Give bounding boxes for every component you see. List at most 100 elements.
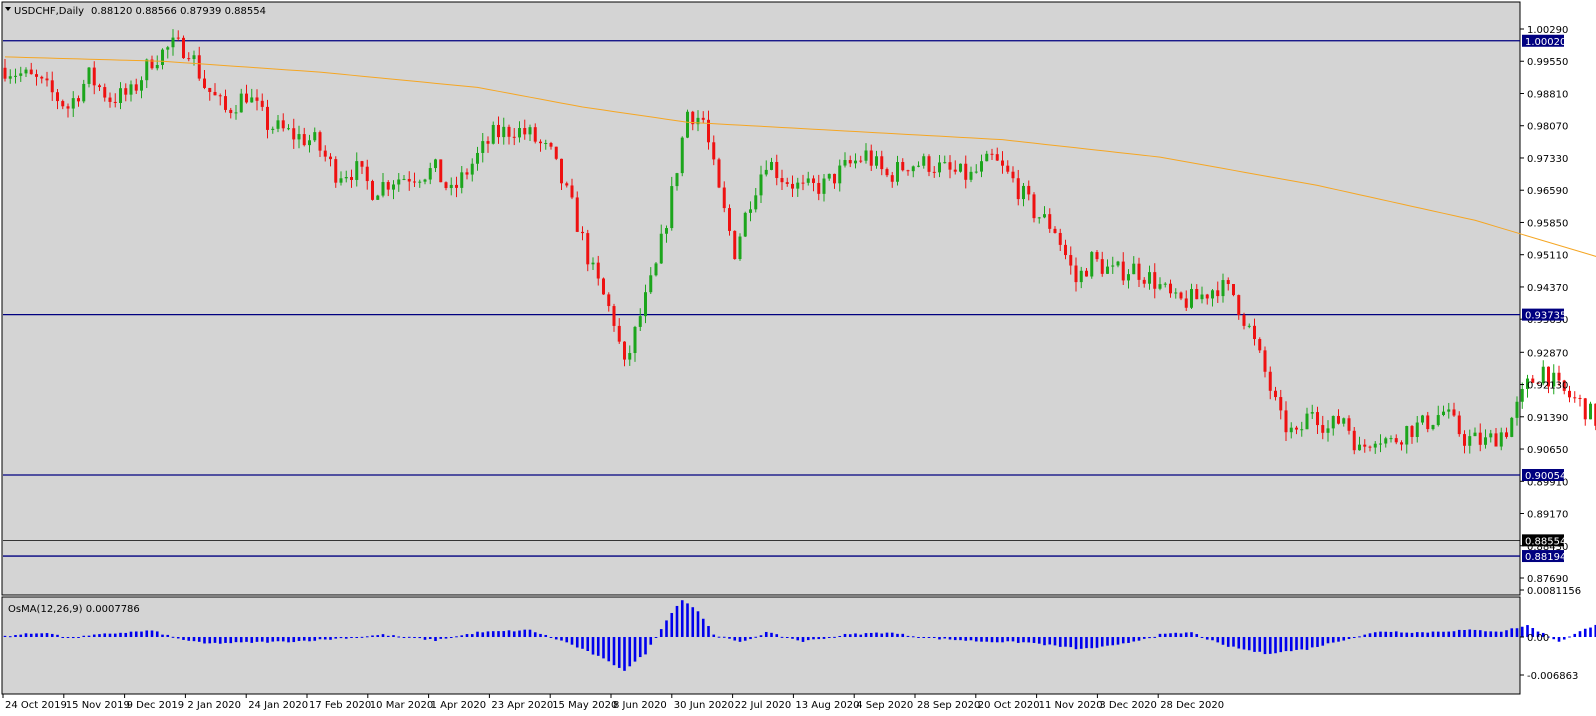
candle-body	[544, 143, 548, 145]
osma-bar	[1421, 632, 1424, 637]
osma-bar	[339, 637, 343, 639]
osma-tick-label: 0.0081156	[1527, 586, 1581, 597]
osma-bar	[1484, 631, 1487, 637]
level-label-2-box	[1522, 468, 1564, 481]
candle-body	[617, 325, 621, 342]
osma-bar	[113, 633, 117, 637]
candle-body	[402, 178, 406, 180]
price-axis: 1.00290 0.99550 0.98810 0.98070 0.97330 0.965…	[1520, 25, 1568, 585]
osma-bar	[365, 636, 369, 638]
osma-bar	[124, 632, 128, 637]
candle-body	[245, 93, 248, 103]
osma-bar	[1027, 637, 1031, 643]
osma-bar	[759, 635, 763, 637]
osma-bar	[628, 637, 632, 667]
candle-body	[833, 173, 836, 184]
time-tick-label: 20 Oct 2020	[978, 700, 1040, 711]
candle-body	[1253, 325, 1256, 340]
osma-bar	[1594, 624, 1596, 637]
candle-body	[1342, 418, 1346, 424]
candle-body	[602, 278, 605, 295]
osma-bar	[701, 618, 705, 637]
candle-body	[1405, 426, 1409, 445]
candle-body	[1121, 261, 1125, 281]
candle-body	[1064, 244, 1067, 256]
osma-bar	[1195, 634, 1199, 637]
osma-bar	[1373, 632, 1377, 637]
osma-bar	[911, 636, 915, 638]
candle-body	[1505, 432, 1508, 437]
candle-body	[885, 169, 889, 176]
candle-body	[77, 98, 80, 102]
time-tick-label: 2 Jan 2020	[187, 700, 241, 711]
candle-body	[1274, 390, 1277, 398]
osma-bar	[302, 637, 306, 641]
candle-body	[623, 341, 626, 360]
osma-bar	[1001, 637, 1004, 643]
osma-bar	[1426, 632, 1430, 637]
time-tick-label: 3 Dec 2020	[1099, 700, 1157, 711]
candle-body	[1268, 371, 1272, 391]
osma-bar	[50, 633, 54, 637]
osma-bar	[1174, 632, 1178, 637]
time-tick-label: 8 Jun 2020	[613, 700, 667, 711]
osma-bar	[1415, 632, 1419, 637]
osma-bar	[1337, 637, 1340, 642]
candle-body	[19, 73, 23, 76]
candle-body	[880, 156, 884, 170]
candle-body	[638, 316, 642, 327]
candle-body	[864, 150, 868, 161]
candle-body	[1452, 409, 1456, 416]
osma-bar	[260, 637, 264, 642]
candle-body	[376, 195, 380, 200]
candle-body	[938, 162, 941, 173]
osma-bar	[1305, 637, 1309, 650]
candle-body	[995, 154, 999, 161]
candle-body	[192, 55, 196, 60]
osma-bar	[1153, 636, 1157, 638]
osma-bar	[77, 637, 80, 638]
osma-bar	[491, 631, 495, 637]
candle-body	[644, 292, 647, 317]
candle-body	[764, 169, 768, 175]
osma-bar	[8, 636, 12, 638]
osma-bar	[276, 637, 280, 642]
time-tick-label: 28 Sep 2020	[917, 700, 980, 711]
price-tick-label: 0.98810	[1527, 89, 1568, 100]
candle-body	[1410, 426, 1414, 437]
osma-bar	[40, 633, 44, 637]
candle-body	[1074, 265, 1078, 283]
osma-bar	[1384, 631, 1388, 637]
candle-body	[990, 153, 994, 155]
level-labels: 1.00020 0.93735 0.90054 0.88194 0.88554	[1522, 34, 1566, 563]
candle-body	[150, 59, 154, 69]
osma-bar	[455, 636, 458, 638]
osma-bar	[722, 636, 726, 638]
candle-body	[1169, 283, 1172, 294]
osma-bar	[953, 637, 957, 641]
candle-body	[423, 179, 427, 182]
osma-bar	[1274, 637, 1277, 654]
candle-body	[686, 111, 689, 138]
candle-body	[680, 137, 684, 174]
osma-bar	[869, 632, 873, 637]
candle-body	[1184, 298, 1188, 308]
osma-bar	[108, 633, 112, 637]
osma-bar	[539, 633, 542, 637]
osma-bar	[581, 637, 584, 649]
candle-body	[665, 228, 668, 234]
osma-bar	[287, 637, 290, 643]
osma-bar	[1531, 628, 1535, 637]
candle-body	[176, 37, 180, 39]
candle-body	[927, 156, 931, 172]
candle-body	[1473, 432, 1477, 437]
osma-bar	[1279, 637, 1283, 653]
osma-bar	[1400, 632, 1403, 637]
osma-bar	[439, 637, 443, 639]
dropdown-triangle-icon[interactable]	[5, 7, 11, 11]
candle-body	[1190, 288, 1193, 308]
osma-bar	[1116, 637, 1120, 645]
osma-bar	[192, 637, 196, 642]
osma-bar	[764, 631, 768, 637]
candle-body	[523, 128, 527, 135]
